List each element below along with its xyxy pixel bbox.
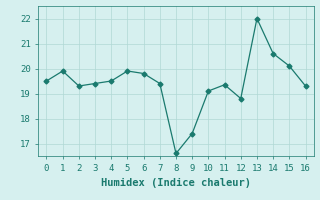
X-axis label: Humidex (Indice chaleur): Humidex (Indice chaleur) (101, 178, 251, 188)
